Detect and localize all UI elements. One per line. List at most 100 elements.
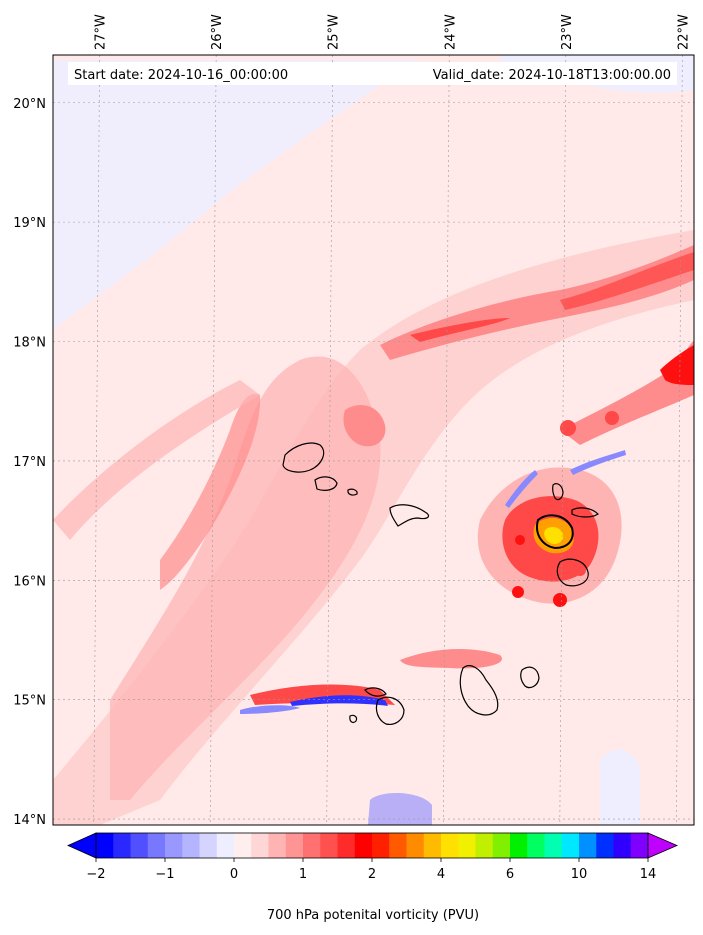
field-blue-filament-2 — [570, 450, 626, 475]
colorbar-segment-7 — [216, 833, 235, 858]
coast-fogo-north — [364, 687, 387, 697]
colorbar-segment-1 — [113, 833, 131, 858]
lon-label-2: 25°W — [327, 14, 342, 50]
field-light-blue-west — [53, 60, 420, 330]
graticule — [53, 55, 694, 825]
colorbar-segment-31 — [630, 833, 649, 858]
gridline-lon-1 — [209, 55, 217, 825]
colorbar-segment-17 — [389, 833, 407, 858]
gridline-lon-2 — [326, 55, 334, 825]
colorbar-segment-4 — [165, 833, 183, 858]
start-date-label: Start date: 2024-10-16_00:00:00 — [74, 68, 288, 83]
longitude-tick-labels: 27°W 26°W 25°W 24°W 23°W 22°W — [94, 14, 692, 50]
colorbar-segment-8 — [234, 833, 252, 858]
colorbar-tick-label-6: 6 — [506, 867, 514, 882]
colorbar-segment-29 — [596, 833, 614, 858]
coast-santa-luzia — [347, 488, 358, 496]
coast-boa-vista — [536, 514, 574, 550]
pv-contour-field — [53, 55, 694, 825]
coast-maio-south — [520, 666, 540, 689]
colorbar-segment-5 — [182, 833, 200, 858]
field-blue-filament-1 — [505, 470, 538, 508]
colorbar-label: 700 hPa potenital vorticity (PVU) — [267, 908, 479, 923]
colorbar-segment-15 — [354, 833, 373, 858]
field-red-spot-3 — [512, 586, 524, 598]
field-red-arc-east — [560, 252, 694, 310]
field-red-spot-4 — [553, 593, 567, 607]
lon-label-0: 27°W — [94, 14, 109, 50]
colorbar-segment-22 — [475, 833, 494, 858]
colorbar-tick-label-3: 1 — [299, 867, 307, 882]
colorbar-segment-30 — [613, 833, 632, 858]
colorbar-segment-25 — [527, 833, 545, 858]
coast-maio — [556, 558, 589, 587]
gridline-lon-5 — [676, 55, 683, 825]
field-red-spot-1 — [560, 420, 576, 436]
colorbar-tick-label-1: −1 — [155, 867, 174, 882]
colorbar-segment-27 — [561, 833, 580, 858]
field-red-arc-core — [410, 318, 510, 342]
lat-label-6: 14°N — [13, 813, 46, 828]
coast-sao-nicolau — [389, 504, 430, 527]
colorbar-segment-0 — [96, 833, 114, 858]
colorbar-segment-16 — [372, 833, 390, 858]
colorbar-segment-26 — [544, 833, 563, 858]
lon-label-5: 22°W — [676, 14, 691, 50]
field-red-diagonal — [560, 340, 694, 445]
colorbar-extend-high — [647, 832, 679, 859]
lat-label-1: 19°N — [13, 216, 46, 231]
field-red-diagonal-core — [660, 345, 694, 385]
colorbar-tick-label-4: 2 — [368, 867, 376, 882]
colorbar-tick-label-0: −2 — [86, 867, 105, 882]
field-central-blob — [343, 405, 386, 447]
field-south-light-blue — [240, 705, 300, 714]
coast-sao-vicente — [314, 476, 338, 491]
field-light-blue-south — [368, 793, 432, 825]
colorbar-tick-label-7: 10 — [571, 867, 588, 882]
colorbar-segment-2 — [130, 833, 149, 858]
latitude-tick-labels: 20°N 19°N 18°N 17°N 16°N 15°N 14°N — [13, 97, 46, 828]
colorbar-segment-13 — [320, 833, 338, 858]
colorbar-segment-23 — [492, 833, 511, 858]
colorbar-tick-label-2: 0 — [230, 867, 238, 882]
field-pink-band-inner — [110, 356, 381, 800]
valid-date-label: Valid_date: 2024-10-18T13:00:00.00 — [433, 68, 671, 83]
field-light-blue-southeast — [600, 749, 640, 825]
colorbar-segment-11 — [285, 833, 304, 858]
lon-label-4: 23°W — [560, 14, 575, 50]
map-frame — [52, 54, 695, 826]
lat-label-2: 18°N — [13, 336, 46, 351]
field-pink-west-streak — [53, 380, 260, 540]
field-red-spot-5 — [574, 564, 586, 576]
colorbar-extend-low — [67, 832, 97, 859]
coast-santiago — [459, 665, 499, 716]
colorbar-segment-21 — [458, 833, 476, 858]
info-banner — [68, 62, 677, 85]
colorbar-segment-20 — [441, 833, 459, 858]
coast-sal — [552, 483, 564, 501]
coast-brava — [349, 714, 358, 723]
field-southeast-red — [400, 648, 502, 669]
lat-label-3: 17°N — [13, 455, 46, 470]
lon-label-3: 24°W — [443, 14, 458, 50]
colorbar-segment-9 — [251, 833, 269, 858]
colorbar-segment-12 — [303, 833, 321, 858]
lat-label-0: 20°N — [13, 97, 46, 112]
field-south-blue-streak — [290, 695, 388, 706]
colorbar-segment-14 — [337, 833, 356, 858]
coast-boa-vista-detail — [571, 507, 599, 518]
colorbar-segment-19 — [423, 833, 442, 858]
field-red-spot-6 — [515, 535, 525, 545]
colorbar-segment-10 — [268, 833, 287, 858]
colorbar-segment-6 — [199, 833, 218, 858]
map-panel: Start date: 2024-10-16_00:00:00 Valid_da… — [13, 14, 695, 828]
colorbar-segment-24 — [510, 833, 528, 858]
coastlines — [282, 442, 599, 725]
colorbar-tick-label-8: 14 — [640, 867, 657, 882]
lat-label-5: 15°N — [13, 694, 46, 709]
colorbar-segment-3 — [147, 833, 166, 858]
field-red-spot-2 — [605, 411, 619, 425]
colorbar-tick-label-5: 4 — [437, 867, 445, 882]
lat-label-4: 16°N — [13, 574, 46, 589]
